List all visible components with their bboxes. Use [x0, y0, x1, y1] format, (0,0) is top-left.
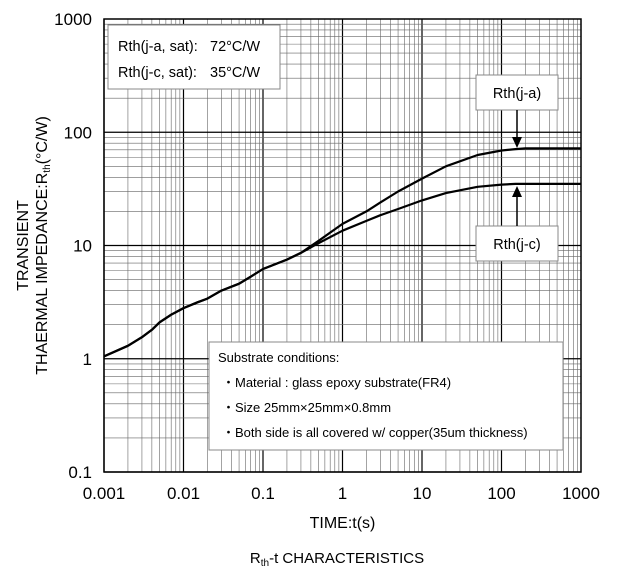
chart-caption: Rth-t CHARACTERISTICS [250, 550, 424, 569]
legend-line1-value: 72°C/W [210, 39, 260, 55]
x-tick-label: 10 [413, 484, 432, 503]
x-tick-label: 1 [338, 484, 347, 503]
callout-rth-jc-label: Rth(j-c) [493, 237, 541, 253]
x-tick-label: 100 [487, 484, 515, 503]
y-axis-title-subscript: th [42, 164, 53, 172]
y-tick-label: 100 [64, 123, 92, 142]
y-axis-title-line1: TRANSIENT [15, 200, 32, 291]
series-layer [103, 147, 581, 358]
caption-rest: -t CHARACTERISTICS [269, 550, 424, 567]
y-tick-labels: 0.1 1 10 100 1000 [54, 10, 92, 482]
y-axis-title-unit: (°C/W) [34, 116, 51, 164]
x-tick-label: 0.001 [83, 484, 126, 503]
callout-rth-jc: Rth(j-c) [475, 186, 559, 262]
x-tick-label: 1000 [562, 484, 600, 503]
y-tick-label: 10 [73, 237, 92, 256]
substrate-condition-item: ・Both side is all covered w/ copper(35um… [222, 425, 528, 440]
caption-subscript: th [261, 558, 269, 569]
y-axis-title-line2: THAERMAL IMPEDANCE:Rth(°C/W) [34, 116, 53, 375]
y-tick-label: 0.1 [68, 463, 92, 482]
y-tick-label: 1000 [54, 10, 92, 29]
substrate-condition-item: ・Size 25mm×25mm×0.8mm [222, 400, 391, 415]
callout-rth-ja: Rth(j-a) [475, 74, 559, 148]
substrate-conditions-box: Substrate conditions: ・Material : glass … [208, 341, 564, 451]
plot-frame [103, 18, 582, 473]
legend-line2-label: Rth(j-c, sat): [118, 65, 197, 81]
series-line-rth-jc [103, 182, 581, 358]
y-axis-title: TRANSIENT THAERMAL IMPEDANCE:Rth(°C/W) [15, 116, 53, 375]
substrate-condition-item: ・Material : glass epoxy substrate(FR4) [222, 375, 451, 390]
x-tick-label: 0.01 [167, 484, 200, 503]
callout-rth-ja-label: Rth(j-a) [493, 86, 541, 102]
legend-line2-value: 35°C/W [210, 65, 260, 81]
callout-rth-ja-arrowhead [512, 137, 522, 148]
substrate-conditions-title: Substrate conditions: [218, 350, 339, 365]
y-axis-title-main: THAERMAL IMPEDANCE:R [34, 173, 51, 375]
x-tick-label: 0.1 [251, 484, 275, 503]
x-axis-title: TIME:t(s) [310, 515, 376, 532]
callout-rth-jc-arrowhead [512, 186, 522, 197]
caption-main: R [250, 550, 261, 567]
saturation-legend-box: Rth(j-a, sat): 72°C/W Rth(j-c, sat): 35°… [107, 24, 281, 90]
legend-line1-label: Rth(j-a, sat): [118, 39, 198, 55]
x-tick-labels: 0.001 0.01 0.1 1 10 100 1000 [83, 484, 600, 503]
y-tick-label: 1 [83, 350, 92, 369]
